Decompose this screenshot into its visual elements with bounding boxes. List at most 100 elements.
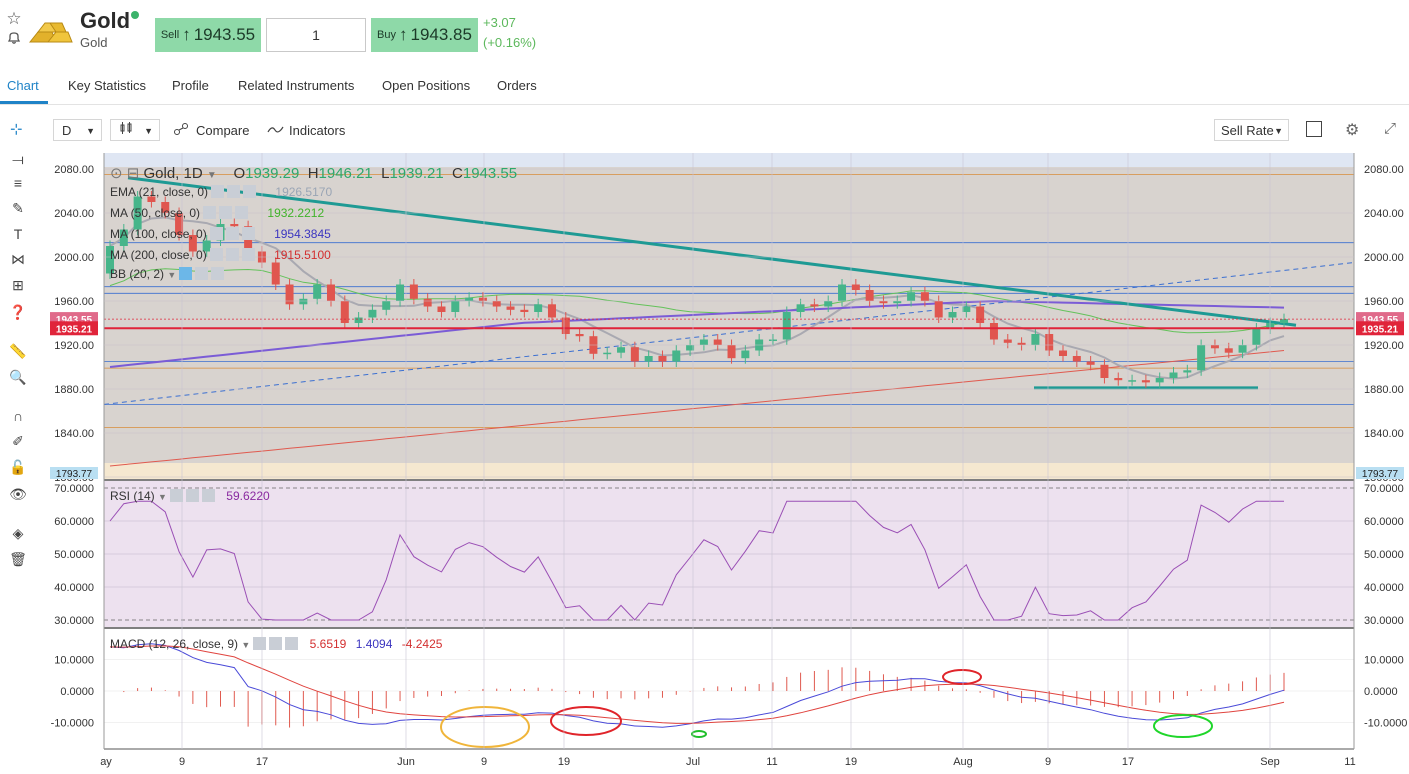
- study-settings-icon[interactable]: [179, 267, 193, 280]
- study-settings-icon[interactable]: [253, 637, 267, 650]
- study-close-icon[interactable]: [241, 248, 255, 261]
- fullscreen-frame-icon[interactable]: [1306, 121, 1322, 137]
- eye-icon[interactable]: 👁: [9, 486, 27, 502]
- date-tick-label: 17: [1122, 756, 1134, 768]
- candle-body: [1141, 380, 1150, 383]
- gold-bars-icon: [28, 12, 74, 51]
- candle-body: [271, 262, 280, 285]
- magnet-icon[interactable]: ∩: [12, 408, 24, 424]
- candle-body: [368, 309, 377, 318]
- candle-body: [1114, 378, 1123, 381]
- chevron-down-icon[interactable]: ▼: [241, 640, 251, 650]
- brush-tool-icon[interactable]: ✎: [12, 200, 24, 216]
- bound-price-tag: 1793.77: [1362, 469, 1399, 480]
- chart-canvas[interactable]: ay 9 17 Jun 9 19 Jul 11 19 Aug 9 17 Sep 11 2080.00 2080…: [48, 153, 1409, 769]
- layers-icon[interactable]: ◈: [12, 525, 24, 541]
- candle-body: [1280, 319, 1288, 323]
- study-gear-icon[interactable]: [219, 206, 233, 219]
- candles-icon: [119, 122, 133, 138]
- macd-value: 5.6519: [309, 637, 347, 651]
- tab-key-statistics[interactable]: Key Statistics: [68, 78, 147, 93]
- quantity-input[interactable]: 1: [266, 18, 366, 52]
- candle-body: [672, 350, 681, 362]
- study-close-icon[interactable]: [235, 206, 249, 219]
- market-open-indicator: [131, 11, 139, 19]
- study-close-icon[interactable]: [241, 227, 255, 240]
- study-close-icon[interactable]: [285, 637, 299, 650]
- study-name: EMA (21, close, 0): [110, 185, 209, 199]
- study-gear-icon[interactable]: [225, 248, 239, 261]
- indicators-icon[interactable]: [267, 122, 284, 141]
- study-close-icon[interactable]: [243, 185, 257, 198]
- study-close-icon[interactable]: [201, 489, 215, 502]
- candle-body: [1072, 356, 1081, 362]
- symbol-label: Gold, 1D: [143, 165, 203, 182]
- macd-tick-label: 0.0000: [1364, 686, 1398, 698]
- study-gear-icon[interactable]: [227, 185, 241, 198]
- study-value: 1915.5100: [274, 248, 331, 262]
- study-settings-icon[interactable]: [209, 248, 223, 261]
- zoom-icon[interactable]: 🔍: [9, 369, 27, 385]
- help-icon[interactable]: ❓: [9, 304, 27, 320]
- close-label: C: [452, 165, 463, 182]
- study-close-icon[interactable]: [211, 267, 225, 280]
- sell-button[interactable]: Sell ↑ 1943.55: [155, 18, 261, 52]
- trash-icon[interactable]: 🗑: [9, 551, 27, 567]
- star-icon[interactable]: ☆: [6, 9, 22, 28]
- tab-orders[interactable]: Orders: [497, 78, 537, 93]
- gear-icon[interactable]: ⚙: [1345, 122, 1360, 139]
- main-pane-bg: [104, 153, 1354, 479]
- lower-band: [104, 463, 1354, 479]
- candle-body: [1003, 339, 1012, 343]
- study-gear-icon[interactable]: [269, 637, 283, 650]
- compare-button[interactable]: Compare: [196, 123, 250, 138]
- pencil-lock-icon[interactable]: ✐: [12, 433, 24, 449]
- chart-type-select[interactable]: ▼: [110, 119, 160, 141]
- study-settings-icon[interactable]: [203, 206, 217, 219]
- change-value: +3.07: [483, 15, 516, 30]
- price-chart[interactable]: ay 9 17 Jun 9 19 Jul 11 19 Aug 9 17 Sep 11 2080.00 2080…: [48, 153, 1409, 774]
- ruler-icon[interactable]: 📏: [9, 343, 27, 359]
- candle-body: [478, 297, 487, 301]
- chevron-down-icon[interactable]: ▼: [206, 170, 217, 181]
- compare-icon[interactable]: [173, 122, 190, 141]
- instrument-header: ☆ Gold Gold Sell ↑ 1943.55 1 Buy ↑ 1943.…: [0, 0, 1409, 66]
- legend-toggle-icon[interactable]: ⊙ ⊟: [110, 165, 140, 182]
- fib-tool-icon[interactable]: ≡: [13, 175, 23, 191]
- line-tool-icon[interactable]: ⟞: [12, 151, 24, 167]
- chevron-down-icon[interactable]: ▼: [167, 270, 177, 280]
- study-settings-icon[interactable]: [211, 185, 225, 198]
- study-settings-icon[interactable]: [209, 227, 223, 240]
- candle-body: [1031, 334, 1040, 345]
- tab-related-instruments[interactable]: Related Instruments: [238, 78, 355, 93]
- tab-open-positions[interactable]: Open Positions: [382, 78, 471, 93]
- annotation-circle: [942, 669, 982, 685]
- upper-band: [104, 153, 1354, 167]
- ma200-line: [109, 350, 1285, 467]
- study-settings-icon[interactable]: [169, 489, 183, 502]
- study-gear-icon[interactable]: [185, 489, 199, 502]
- buy-button[interactable]: Buy ↑ 1943.85: [371, 18, 478, 52]
- text-tool-icon[interactable]: T: [13, 226, 23, 242]
- interval-select[interactable]: D ▼: [53, 119, 102, 141]
- candle-body: [396, 284, 405, 301]
- pattern-tool-icon[interactable]: ⋈: [11, 251, 25, 267]
- annotation-circle: [440, 706, 530, 748]
- price-tick-label: 2040.00: [1364, 208, 1404, 220]
- indicators-button[interactable]: Indicators: [289, 123, 346, 138]
- candle-body: [1238, 345, 1247, 353]
- tab-chart[interactable]: Chart: [7, 78, 39, 93]
- study-gear-icon[interactable]: [195, 267, 209, 280]
- macd-pane: [104, 629, 1354, 749]
- lock-icon[interactable]: 🔓: [9, 459, 27, 475]
- expand-icon[interactable]: ⤢: [1384, 120, 1397, 137]
- tab-profile[interactable]: Profile: [172, 78, 209, 93]
- study-ma50: MA (50, close, 0) 1932.2212: [110, 206, 324, 220]
- bell-icon[interactable]: [5, 30, 23, 48]
- prediction-tool-icon[interactable]: ⊞: [12, 277, 24, 293]
- candle-body: [699, 339, 708, 345]
- rate-select[interactable]: Sell Rate ▼: [1214, 119, 1289, 141]
- chevron-down-icon[interactable]: ▼: [158, 492, 167, 502]
- study-gear-icon[interactable]: [225, 227, 239, 240]
- crosshair-icon[interactable]: ⊹: [10, 121, 23, 138]
